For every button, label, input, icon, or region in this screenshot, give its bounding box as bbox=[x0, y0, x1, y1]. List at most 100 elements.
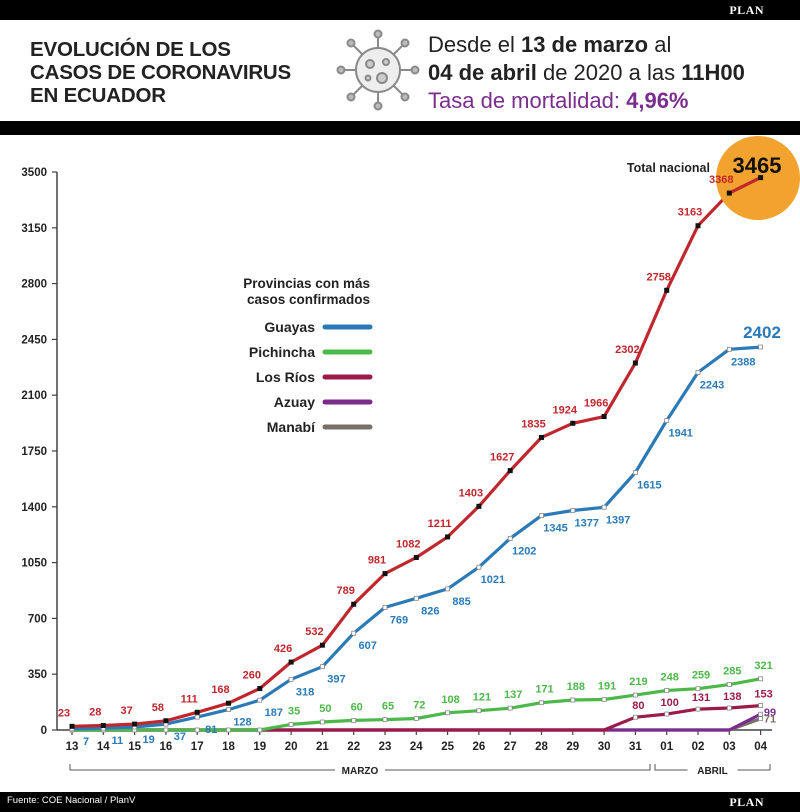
series-point bbox=[570, 697, 576, 703]
x-tick-label: 14 bbox=[97, 741, 110, 753]
y-tick-label: 1050 bbox=[21, 558, 47, 570]
x-tick-label: 17 bbox=[191, 741, 204, 753]
series-point bbox=[601, 504, 607, 510]
total-data-label: 2302 bbox=[615, 344, 639, 356]
legend-item-label: Manabí bbox=[267, 419, 316, 435]
x-tick-label: 27 bbox=[504, 741, 517, 753]
x-tick-label: 01 bbox=[660, 741, 673, 753]
total-point bbox=[413, 554, 419, 560]
total-line bbox=[71, 176, 762, 728]
subtitle-time: 11H00 bbox=[681, 60, 745, 85]
total-point bbox=[476, 503, 482, 509]
pichincha-data-label: 188 bbox=[567, 681, 585, 693]
series-point bbox=[758, 703, 763, 709]
x-tick-label: 02 bbox=[692, 741, 705, 753]
series-point bbox=[445, 586, 451, 592]
series-point bbox=[194, 714, 200, 720]
series-point bbox=[319, 664, 325, 670]
total-data-label: 426 bbox=[274, 643, 292, 655]
total-point bbox=[288, 659, 294, 665]
total-data-label: 1966 bbox=[584, 398, 608, 410]
total-data-label: 532 bbox=[305, 626, 323, 638]
total-data-label: 168 bbox=[211, 684, 229, 696]
series-point bbox=[507, 705, 513, 711]
pichincha-data-label: 259 bbox=[692, 670, 710, 682]
total-final-label: 3465 bbox=[733, 153, 782, 178]
guayas-data-label: 7 bbox=[83, 736, 89, 748]
series-point bbox=[539, 700, 544, 706]
legend-title-line-2: casos confirmados bbox=[247, 292, 370, 307]
series-point bbox=[288, 676, 294, 682]
x-tick-label: 18 bbox=[222, 741, 235, 753]
legend-item-label: Pichincha bbox=[249, 344, 315, 360]
series-point bbox=[507, 535, 513, 541]
pichincha-data-label: 108 bbox=[441, 694, 459, 706]
line-chart: 0350700105014001750210024502800315035001… bbox=[21, 136, 800, 777]
y-tick-label: 350 bbox=[28, 669, 47, 681]
guayas-data-label: 187 bbox=[265, 707, 283, 719]
subtitle-text-2: al bbox=[648, 32, 672, 57]
total-point bbox=[539, 434, 544, 440]
subtitle-text-3: de 2020 a las bbox=[536, 60, 682, 85]
pichincha-data-label: 65 bbox=[382, 701, 394, 713]
guayas-data-label: 2243 bbox=[700, 379, 724, 391]
total-point bbox=[507, 468, 513, 474]
title-line-2: CASOS DE CORONAVIRUS bbox=[30, 61, 292, 84]
x-tick-label: 15 bbox=[128, 741, 141, 753]
total-data-label: 789 bbox=[337, 585, 355, 597]
total-point bbox=[632, 360, 638, 366]
series-point bbox=[445, 710, 451, 716]
x-tick-label: 23 bbox=[379, 741, 392, 753]
x-tick-label: 03 bbox=[723, 741, 736, 753]
pichincha-data-label: 285 bbox=[723, 666, 741, 678]
mortality-label: Tasa de mortalidad: bbox=[428, 88, 627, 113]
guayas-data-label: 826 bbox=[421, 605, 439, 617]
x-tick-label: 28 bbox=[535, 741, 548, 753]
y-tick-label: 0 bbox=[41, 725, 47, 737]
month-label: MARZO bbox=[342, 766, 379, 777]
y-tick-label: 700 bbox=[28, 613, 47, 625]
total-series-label: Total nacional bbox=[627, 161, 710, 175]
y-tick-label: 2800 bbox=[21, 279, 47, 291]
guayas-data-label: 2388 bbox=[731, 356, 755, 368]
series-point bbox=[664, 418, 670, 423]
guayas-data-label: 1397 bbox=[606, 514, 630, 526]
total-point bbox=[601, 414, 607, 420]
x-tick-label: 30 bbox=[598, 741, 611, 753]
series-point bbox=[476, 564, 482, 570]
series-point bbox=[476, 708, 482, 714]
total-data-label: 28 bbox=[89, 707, 101, 719]
x-tick-label: 26 bbox=[473, 741, 486, 753]
y-tick-label: 3150 bbox=[21, 223, 47, 235]
series-point bbox=[695, 370, 701, 375]
legend-item-label: Azuay bbox=[274, 394, 315, 410]
series-point bbox=[664, 688, 670, 693]
series-point bbox=[257, 697, 263, 703]
virus-icon bbox=[336, 29, 420, 111]
guayas-data-label: 1941 bbox=[668, 428, 692, 440]
legend-title-line-1: Provincias con más bbox=[243, 276, 370, 291]
series-point bbox=[163, 727, 169, 733]
guayas-data-label: 1021 bbox=[481, 574, 505, 586]
pichincha-data-label: 35 bbox=[288, 705, 300, 717]
total-point bbox=[726, 190, 732, 196]
x-tick-label: 16 bbox=[160, 741, 173, 753]
series-point bbox=[288, 722, 294, 727]
total-data-label: 3163 bbox=[678, 207, 702, 219]
total-data-label: 1835 bbox=[521, 418, 545, 430]
pichincha-data-label: 121 bbox=[473, 692, 491, 704]
month-label-bg bbox=[335, 762, 385, 776]
total-point bbox=[226, 700, 231, 706]
series-point bbox=[633, 714, 638, 720]
title-line-3: EN ECUADOR bbox=[30, 84, 166, 107]
month-label-bg bbox=[687, 762, 738, 776]
footer-bar: Fuente: COE Nacional / PlanV PLAN bbox=[0, 792, 800, 812]
total-point bbox=[758, 175, 764, 181]
losrios-data-label: 80 bbox=[632, 700, 644, 712]
series-point bbox=[633, 692, 638, 698]
losrios-data-label: 131 bbox=[692, 692, 710, 704]
guayas-data-label: 769 bbox=[390, 614, 408, 626]
guayas-data-label: 885 bbox=[452, 596, 470, 608]
pichincha-data-label: 60 bbox=[351, 701, 363, 713]
guayas-data-label: 318 bbox=[296, 686, 314, 698]
